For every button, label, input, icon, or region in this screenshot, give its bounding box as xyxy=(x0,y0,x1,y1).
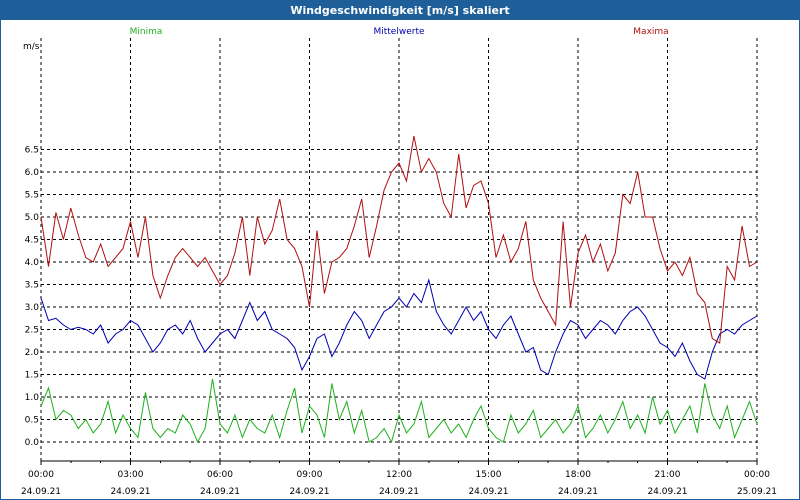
y-tick-label: 3.0 xyxy=(25,303,40,313)
y-tick-label: 1.0 xyxy=(25,393,40,403)
y-tick-label: 5.0 xyxy=(25,213,40,223)
y-tick-label: 0.0 xyxy=(25,438,40,448)
y-tick-label: 2.5 xyxy=(25,326,39,336)
x-tick-time-label: 09:00 xyxy=(297,470,323,480)
x-tick-date-label: 24.09.21 xyxy=(289,487,329,497)
legend: Minima Mittelwerte Maxima xyxy=(130,27,669,37)
y-tick-label: 6.0 xyxy=(25,168,40,178)
y-tick-label: 2.0 xyxy=(25,348,40,358)
x-tick-time-label: 00:00 xyxy=(28,470,54,480)
x-tick-date-label: 24.09.21 xyxy=(110,487,150,497)
y-tick-label: 5.5 xyxy=(25,191,39,201)
x-tick-date-label: 24.09.21 xyxy=(647,487,687,497)
series-line-maxima xyxy=(40,135,758,344)
y-tick-label: 4.5 xyxy=(25,236,39,246)
x-tick-time-label: 18:00 xyxy=(565,470,591,480)
x-tick-date-label: 24.09.21 xyxy=(558,487,598,497)
x-tick-time-label: 15:00 xyxy=(476,470,502,480)
x-tick-time-label: 12:00 xyxy=(386,470,412,480)
series-lines xyxy=(40,135,758,444)
x-tick-date-label: 25.09.21 xyxy=(737,487,777,497)
legend-entry-maxima: Maxima xyxy=(633,27,668,37)
y-axis-label: m/s xyxy=(23,42,40,52)
x-tick-time-label: 21:00 xyxy=(655,470,681,480)
legend-entry-mittelwerte: Mittelwerte xyxy=(373,27,424,37)
x-tick-date-label: 24.09.21 xyxy=(21,487,61,497)
y-tick-label: 3.5 xyxy=(25,281,39,291)
legend-entry-minima: Minima xyxy=(130,27,163,37)
y-tick-label: 1.5 xyxy=(25,371,39,381)
x-tick-date-label: 24.09.21 xyxy=(379,487,419,497)
x-tick-time-label: 03:00 xyxy=(118,470,144,480)
series-line-mittelwerte xyxy=(40,278,758,380)
y-tick-label: 0.5 xyxy=(25,416,39,426)
x-axis-ticks: 00:00 24.09.21 03:00 24.09.21 06:00 24.09.21 0… xyxy=(21,461,777,497)
x-tick-time-label: 06:00 xyxy=(207,470,233,480)
x-tick-date-label: 24.09.21 xyxy=(468,487,508,497)
y-tick-label: 4.0 xyxy=(25,258,40,268)
y-tick-label: 6.5 xyxy=(25,146,39,156)
chart-title: Windgeschwindigkeit [m/s] skaliert xyxy=(1,1,799,20)
y-axis-ticks: 0.0 0.5 1.0 1.5 2.0 2.5 3.0 3.5 4.0 4.5 5.0 5.5 6.0 6… xyxy=(25,146,40,449)
grid-lines xyxy=(40,38,758,461)
series-line-minima xyxy=(40,378,758,444)
x-tick-time-label: 00:00 xyxy=(744,470,770,480)
x-tick-date-label: 24.09.21 xyxy=(200,487,240,497)
